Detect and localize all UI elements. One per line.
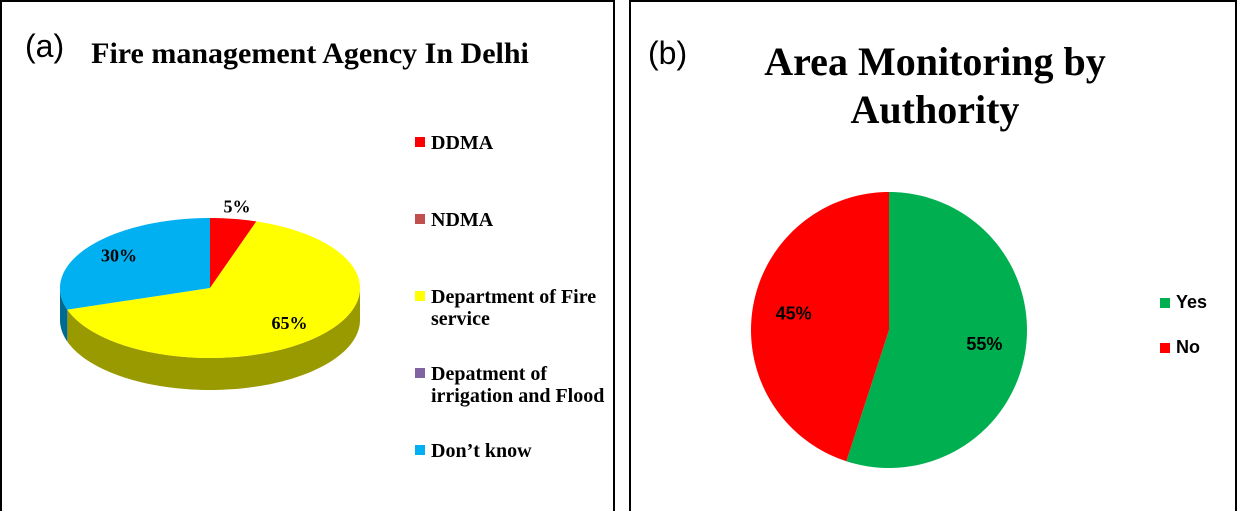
pie-side xyxy=(60,288,68,342)
legend-item: NDMA xyxy=(415,209,606,231)
pie-slice xyxy=(846,192,1027,468)
panel-border xyxy=(0,0,615,511)
data-label: 5% xyxy=(223,197,250,217)
pie-slice xyxy=(67,221,360,358)
legend-swatch xyxy=(415,445,425,455)
chart-title: Fire management Agency In Delhi xyxy=(91,37,529,70)
data-label: 65% xyxy=(272,313,308,333)
legend-swatch xyxy=(1160,298,1170,308)
legend-swatch xyxy=(415,137,425,147)
legend-item: Don’t know xyxy=(415,440,606,462)
legend-item: No xyxy=(1160,337,1237,358)
legend-item: Depatment of irrigation and Flood xyxy=(415,363,606,407)
pie-slice xyxy=(210,218,257,288)
legend-label: Don’t know xyxy=(431,440,532,462)
data-label: 55% xyxy=(966,334,1002,354)
legend-label: No xyxy=(1176,337,1200,357)
chart-title: Area Monitoring by Authority xyxy=(764,39,1106,132)
legend-item: Department of Fire service xyxy=(415,286,606,330)
legend-label: DDMA xyxy=(431,132,494,154)
data-label: 30% xyxy=(101,245,137,265)
legend-swatch xyxy=(415,214,425,224)
legend-item: DDMA xyxy=(415,132,606,154)
legend-label: Yes xyxy=(1176,292,1208,312)
legend-label: Depatment of irrigation and Flood xyxy=(431,363,605,407)
panel-label: (a) xyxy=(25,28,65,64)
legend-swatch xyxy=(415,368,425,378)
pie-side xyxy=(67,288,360,390)
panel-label: (b) xyxy=(648,35,688,71)
legend-label: Department of Fire service xyxy=(431,286,597,330)
data-label: 45% xyxy=(776,304,812,324)
legend-swatch xyxy=(1160,343,1170,353)
legend-swatch xyxy=(415,291,425,301)
legend-item: Yes xyxy=(1160,292,1237,313)
legend-label: NDMA xyxy=(431,209,494,231)
pie-slice xyxy=(751,192,889,462)
pie-slice xyxy=(60,218,210,310)
panel-border xyxy=(629,0,1237,511)
